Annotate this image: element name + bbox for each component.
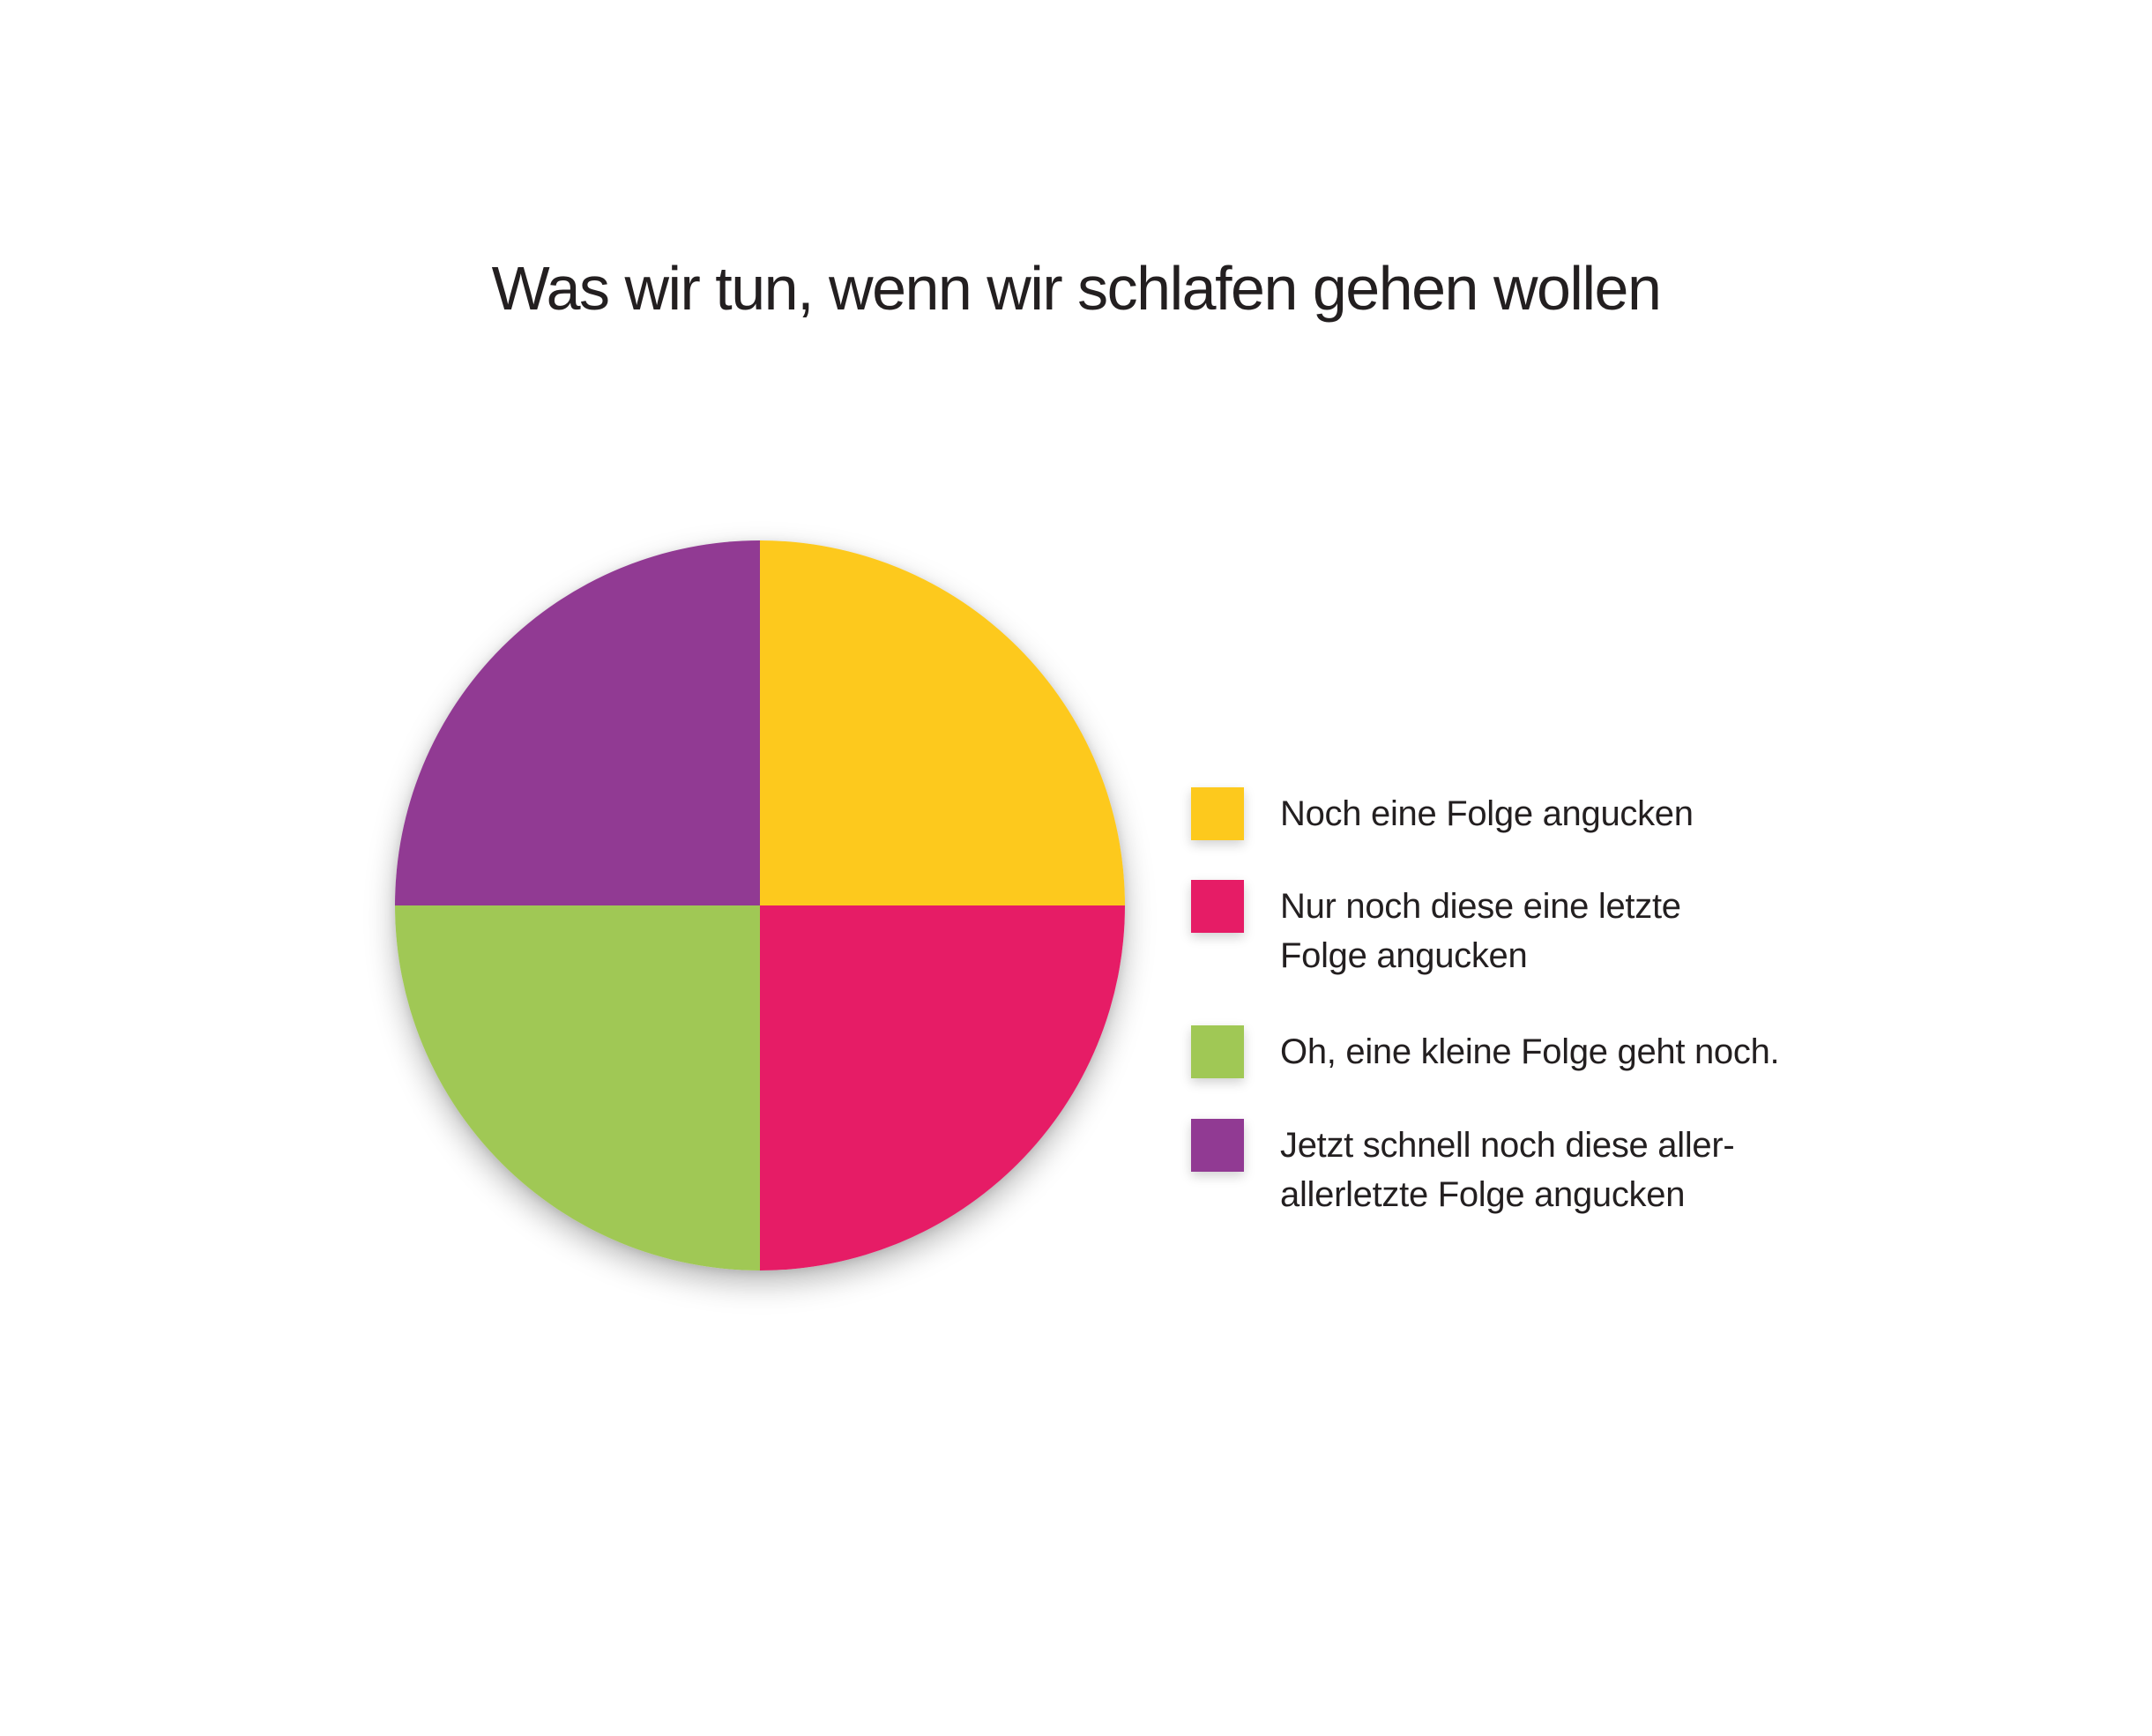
legend: Noch eine Folge angucken Nur noch diese … bbox=[1191, 787, 1967, 1281]
legend-swatch bbox=[1191, 1025, 1244, 1078]
pie-chart bbox=[395, 540, 1125, 1270]
legend-label: Nur noch diese eine letzte Folge angucke… bbox=[1280, 887, 1681, 975]
legend-label: Oh, eine kleine Folge geht noch. bbox=[1280, 1032, 1780, 1071]
legend-label: Jetzt schnell noch diese aller- allerlet… bbox=[1280, 1126, 1735, 1214]
legend-swatch bbox=[1191, 1119, 1244, 1172]
legend-swatch bbox=[1191, 880, 1244, 933]
legend-item: Noch eine Folge angucken bbox=[1191, 787, 1694, 840]
legend-item: Oh, eine kleine Folge geht noch. bbox=[1191, 1025, 1780, 1078]
legend-label: Noch eine Folge angucken bbox=[1280, 794, 1694, 833]
chart-title: Was wir tun, wenn wir schlafen gehen wol… bbox=[491, 254, 1662, 323]
legend-item: Jetzt schnell noch diese aller- allerlet… bbox=[1191, 1119, 1735, 1219]
legend-swatch bbox=[1191, 787, 1244, 840]
legend-item: Nur noch diese eine letzte Folge angucke… bbox=[1191, 880, 1681, 980]
